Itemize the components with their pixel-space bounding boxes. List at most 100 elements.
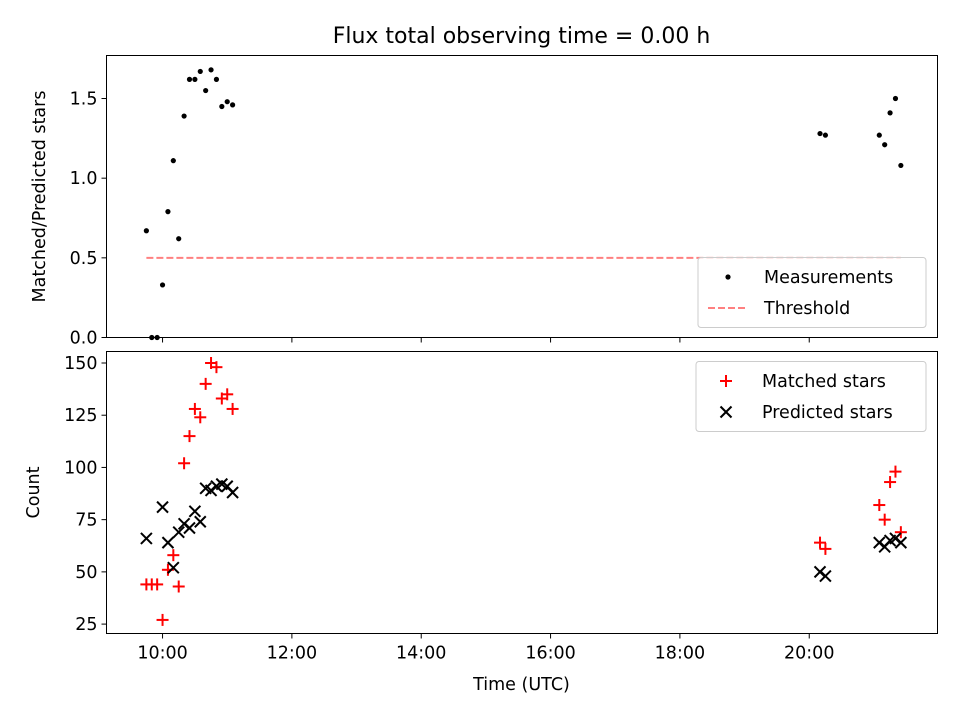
- series-measurements: [143, 67, 904, 341]
- data-point: [178, 457, 191, 470]
- legend-item: Predicted stars: [719, 403, 893, 423]
- legend-box: [697, 257, 927, 328]
- bottom-panel: 25 50 75 100 125 150 10:00 12:00 14:00 16:00 18:0…: [24, 351, 938, 664]
- data-point: [161, 536, 175, 549]
- data-point: [165, 209, 171, 215]
- data-point: [194, 411, 207, 424]
- data-point: [892, 95, 899, 102]
- data-point: [224, 99, 230, 105]
- x-tick: 18:00: [655, 633, 705, 664]
- legend-swatch: [719, 405, 733, 419]
- data-point: [876, 132, 882, 138]
- x-tick: 14:00: [396, 633, 446, 664]
- y-tick: 50: [75, 563, 107, 583]
- top-panel-legend: Measurements Threshold: [697, 257, 927, 328]
- data-point: [183, 521, 196, 535]
- legend-label: Threshold: [763, 299, 850, 319]
- chart-title: Flux total observing time = 0.00 h: [333, 24, 711, 49]
- y-tick-label: 0.0: [70, 329, 98, 349]
- x-tick-label: 10:00: [137, 644, 187, 664]
- data-point: [192, 76, 198, 82]
- data-point: [894, 536, 908, 549]
- y-tick-label: 0.5: [70, 249, 98, 269]
- y-tick-label: 25: [75, 615, 97, 635]
- data-point: [156, 613, 169, 626]
- data-point: [213, 76, 220, 82]
- data-point: [889, 465, 902, 478]
- data-point: [167, 561, 180, 574]
- top-panel-y-label: Matched/Predicted stars: [30, 91, 50, 303]
- data-point: [817, 130, 823, 137]
- x-tick-label: 12:00: [267, 644, 317, 664]
- data-point: [181, 113, 187, 119]
- x-tick: 10:00: [137, 633, 188, 664]
- data-point: [894, 526, 907, 539]
- x-tick: 20:00: [784, 633, 834, 664]
- data-point: [140, 532, 153, 545]
- y-tick: 75: [75, 511, 107, 531]
- data-point: [170, 158, 176, 164]
- top-panel-marks: [143, 67, 904, 341]
- y-tick-label: 1.0: [70, 169, 98, 189]
- legend-item: Matched stars: [720, 372, 886, 392]
- y-tick-label: 75: [75, 511, 97, 531]
- data-point: [176, 236, 182, 242]
- data-point: [884, 476, 897, 489]
- legend-label: Measurements: [764, 268, 893, 288]
- x-tick: 16:00: [525, 633, 576, 664]
- data-point: [221, 388, 234, 401]
- data-point: [887, 110, 893, 116]
- legend-swatch: [720, 375, 732, 387]
- data-point: [208, 67, 214, 73]
- data-point: [878, 513, 891, 526]
- data-point: [873, 499, 886, 512]
- x-tick-label: 14:00: [396, 644, 446, 664]
- x-tick-label: 18:00: [655, 644, 705, 664]
- y-tick: 1.5: [70, 90, 107, 110]
- y-tick: 100: [64, 458, 107, 478]
- y-tick: 150: [64, 354, 107, 374]
- data-point: [143, 228, 149, 234]
- data-point: [203, 87, 209, 94]
- legend-item: Measurements: [725, 268, 893, 288]
- data-point: [226, 486, 239, 499]
- y-tick-label: 125: [64, 406, 97, 426]
- top-panel-frame: [106, 55, 938, 338]
- data-point: [197, 68, 203, 75]
- data-point: [898, 162, 904, 169]
- data-point: [167, 549, 180, 562]
- legend-box: [695, 361, 927, 432]
- y-tick-label: 100: [64, 458, 97, 478]
- data-point: [819, 542, 832, 555]
- x-axis-label: Time (UTC): [472, 675, 570, 695]
- bottom-panel-legend: Matched stars Predicted stars: [695, 361, 927, 432]
- data-point: [172, 580, 185, 593]
- data-point: [219, 103, 225, 110]
- y-tick-label: 50: [75, 563, 97, 583]
- data-point: [226, 402, 239, 415]
- data-point: [159, 282, 166, 288]
- bottom-panel-marks: [140, 356, 908, 626]
- top-panel-x-ticks: [162, 337, 810, 343]
- top-panel: 0.0 0.5 1.0 1.5 Matched/Predicted stars Mea…: [30, 55, 938, 349]
- legend-label: Predicted stars: [762, 403, 893, 423]
- x-tick-label: 16:00: [525, 644, 575, 664]
- series-matched-stars: [140, 356, 907, 626]
- data-point: [194, 515, 207, 528]
- data-point: [156, 500, 169, 514]
- legend-label: Matched stars: [762, 372, 886, 392]
- bottom-panel-y-ticks: 25 50 75 100 125 150: [64, 354, 107, 635]
- y-tick-label: 150: [64, 354, 97, 374]
- data-point: [186, 76, 193, 82]
- legend-swatch: [725, 274, 731, 280]
- y-tick: 25: [75, 615, 107, 635]
- series-predicted-stars: [140, 477, 908, 583]
- x-tick-label: 20:00: [784, 644, 834, 664]
- data-point: [183, 430, 196, 443]
- top-panel-y-ticks: 0.0 0.5 1.0 1.5: [70, 90, 107, 349]
- data-point: [172, 525, 185, 539]
- data-point: [822, 132, 829, 138]
- bottom-panel-y-label: Count: [24, 466, 44, 518]
- data-point: [188, 505, 202, 518]
